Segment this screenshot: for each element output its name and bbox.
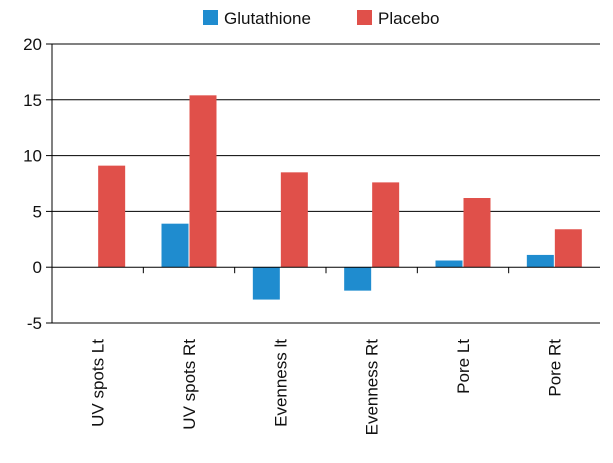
x-category-label: Evenness lt [271, 339, 290, 427]
y-tick-label: 15 [23, 91, 42, 110]
y-tick-label: -5 [27, 314, 42, 333]
y-tick-label: 0 [33, 258, 42, 277]
bars [98, 95, 582, 300]
legend: Glutathione Placebo [203, 9, 439, 28]
bar-glutathione-4 [435, 260, 463, 268]
x-category-label: Pore Lt [454, 339, 473, 394]
axes [51, 44, 600, 323]
legend-label-glutathione: Glutathione [224, 9, 311, 28]
bar-placebo-0 [98, 165, 126, 268]
y-tick-labels: 20 15 10 5 0 -5 [23, 35, 42, 333]
bar-glutathione-3 [344, 267, 372, 291]
x-category-label: UV spots Lt [89, 339, 108, 427]
legend-swatch-placebo [357, 10, 372, 25]
bar-placebo-2 [280, 172, 308, 268]
bar-glutathione-1 [161, 223, 189, 268]
grid-lines [46, 43, 600, 324]
x-category-label: UV spots Rt [180, 339, 199, 430]
y-tick-label: 20 [23, 35, 42, 54]
bar-placebo-3 [372, 182, 400, 268]
x-category-label: Evenness Rt [363, 339, 382, 436]
bar-placebo-4 [463, 198, 491, 268]
bar-glutathione-5 [526, 254, 554, 268]
bar-placebo-1 [189, 95, 217, 268]
legend-label-placebo: Placebo [378, 9, 439, 28]
bar-glutathione-2 [252, 267, 280, 300]
y-tick-label: 10 [23, 147, 42, 166]
legend-swatch-glutathione [203, 10, 218, 25]
x-category-labels: UV spots Lt UV spots Rt Evenness lt Evennes… [89, 339, 565, 436]
bar-placebo-5 [554, 229, 582, 268]
x-category-label: Pore Rt [545, 339, 564, 397]
y-tick-label: 5 [33, 202, 42, 221]
